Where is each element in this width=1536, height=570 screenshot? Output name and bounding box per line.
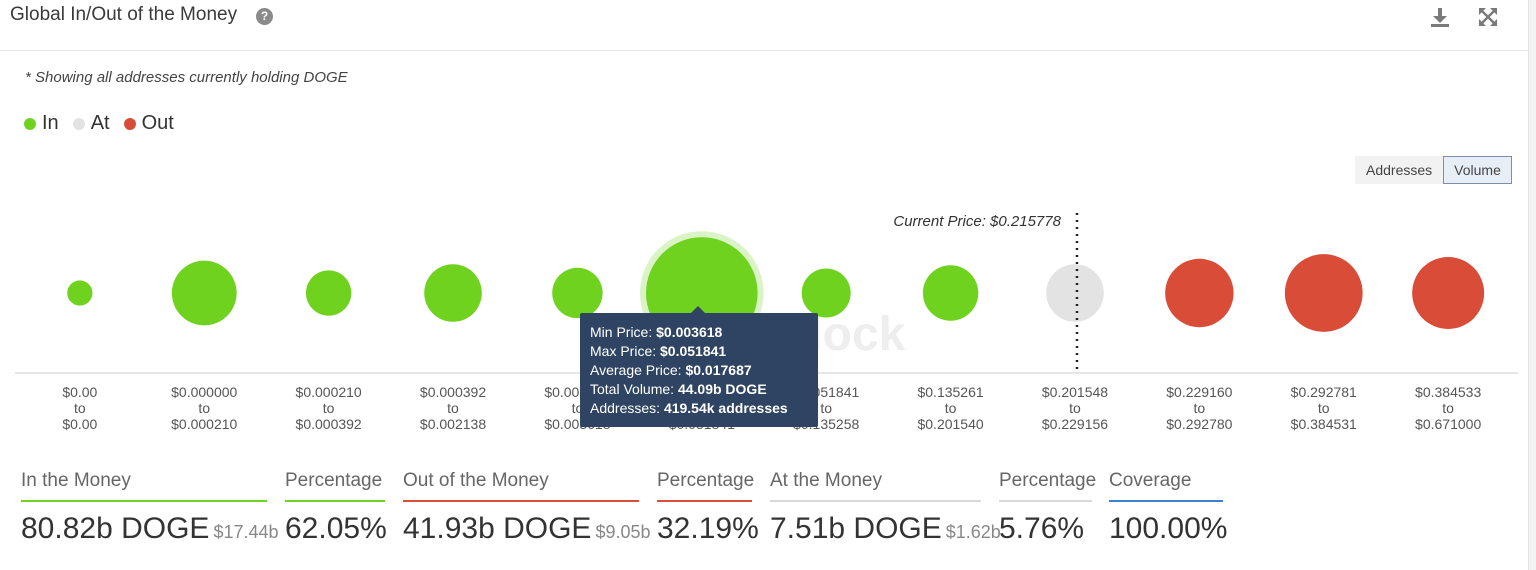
tick-label-2-0: $0.000210 — [296, 384, 362, 400]
tick-label-11-0: $0.384533 — [1415, 384, 1481, 400]
stat-label: Percentage — [999, 470, 1097, 491]
legend-item-in[interactable]: In — [24, 112, 59, 135]
tick-label-0-0: $0.00 — [62, 384, 97, 400]
bubble-1[interactable] — [171, 260, 237, 326]
bucket-tooltip: Min Price: $0.003618 Max Price: $0.05184… — [580, 313, 818, 427]
stat-rule — [1109, 500, 1223, 502]
stat-rule — [999, 500, 1092, 502]
summary-stats: In the Money 80.82b DOGE $17.44b Percenta… — [0, 470, 1528, 570]
tick-label-10-2: $0.384531 — [1291, 416, 1357, 432]
tick-label-2-2: $0.000392 — [296, 416, 362, 432]
legend-item-out[interactable]: Out — [123, 112, 174, 135]
stat-label: Coverage — [1109, 470, 1192, 491]
tick-label-8-0: $0.201548 — [1042, 384, 1108, 400]
bubble-2[interactable] — [305, 270, 352, 316]
stat-in-percentage: Percentage 62.05% — [285, 470, 387, 546]
tooltip-row-min: Min Price: $0.003618 — [590, 324, 723, 340]
tick-label-11-2: $0.671000 — [1415, 416, 1481, 432]
tick-label-0-1: to — [74, 400, 86, 416]
expand-icon[interactable] — [1476, 5, 1500, 29]
tick-label-8-1: to — [1069, 400, 1081, 416]
bubble-10[interactable] — [1284, 254, 1363, 332]
stat-label: At the Money — [770, 470, 882, 491]
stat-in-the-money: In the Money 80.82b DOGE $17.44b — [21, 470, 279, 546]
chart-title: Global In/Out of the Money — [10, 4, 238, 25]
tick-label-7-2: $0.201540 — [917, 416, 983, 432]
stat-rule — [770, 500, 981, 502]
stat-rule — [657, 500, 752, 502]
legend-dot-out — [123, 117, 136, 130]
tick-label-3-1: to — [447, 400, 459, 416]
addresses-button[interactable]: Addresses — [1355, 156, 1444, 184]
tick-label-9-1: to — [1194, 400, 1206, 416]
stat-out-percentage: Percentage 32.19% — [657, 470, 759, 546]
tick-label-6-1: to — [820, 400, 832, 416]
tick-label-1-2: $0.000210 — [171, 416, 237, 432]
stat-value: 41.93b DOGE $9.05b — [403, 512, 651, 545]
tick-label-7-1: to — [945, 400, 957, 416]
tick-label-10-1: to — [1318, 400, 1330, 416]
tooltip-row-addresses: Addresses: 419.54k addresses — [590, 400, 788, 416]
stat-at-percentage: Percentage 5.76% — [999, 470, 1097, 546]
legend-label-at: At — [90, 112, 110, 134]
legend-label-out: Out — [141, 112, 174, 134]
stat-value: 7.51b DOGE $1.62b — [770, 512, 1001, 545]
download-icon[interactable] — [1428, 5, 1452, 29]
bubble-8[interactable] — [1046, 264, 1104, 322]
holders-note: * Showing all addresses currently holdin… — [25, 69, 348, 86]
tick-label-3-0: $0.000392 — [420, 384, 486, 400]
tooltip-row-volume: Total Volume: 44.09b DOGE — [590, 381, 767, 397]
bubble-11[interactable] — [1412, 257, 1485, 329]
legend-dot-at — [72, 117, 85, 130]
stat-label: Percentage — [285, 470, 383, 491]
stat-label: Percentage — [657, 470, 755, 491]
volume-button[interactable]: Volume — [1443, 156, 1512, 184]
bubble-3[interactable] — [424, 264, 482, 322]
stat-label: In the Money — [21, 470, 131, 491]
stat-value: 80.82b DOGE $17.44b — [21, 512, 279, 545]
scrollbar-track[interactable] — [1528, 0, 1536, 570]
metric-toggle: Addresses Volume — [1355, 156, 1512, 184]
stat-value: 5.76% — [999, 512, 1085, 545]
stat-rule — [285, 500, 385, 502]
bubble-9[interactable] — [1165, 258, 1234, 328]
tick-label-1-1: to — [198, 400, 210, 416]
legend-label-in: In — [42, 112, 59, 134]
help-icon[interactable]: ? — [256, 8, 273, 25]
stat-rule — [403, 500, 639, 502]
bubble-7[interactable] — [922, 265, 979, 321]
bubble-6[interactable] — [801, 268, 851, 318]
stat-label: Out of the Money — [403, 470, 549, 491]
tick-label-11-1: to — [1442, 400, 1454, 416]
tooltip-row-max: Max Price: $0.051841 — [590, 343, 727, 359]
stat-coverage: Coverage 100.00% — [1109, 470, 1228, 546]
stat-value: 62.05% — [285, 512, 387, 545]
tick-label-9-0: $0.229160 — [1166, 384, 1232, 400]
tick-label-10-0: $0.292781 — [1291, 384, 1357, 400]
tick-label-1-0: $0.000000 — [171, 384, 237, 400]
stat-out-of-the-money: Out of the Money 41.93b DOGE $9.05b — [403, 470, 651, 546]
tick-label-2-1: to — [323, 400, 335, 416]
tick-label-0-2: $0.00 — [62, 416, 97, 432]
chart-header: Global In/Out of the Money ? — [0, 0, 1528, 51]
stat-rule — [21, 500, 267, 502]
stat-at-the-money: At the Money 7.51b DOGE $1.62b — [770, 470, 1001, 546]
bubble-4[interactable] — [552, 267, 603, 319]
legend-dot-in — [24, 117, 36, 130]
tick-label-9-2: $0.292780 — [1166, 416, 1232, 432]
tick-label-3-2: $0.002138 — [420, 416, 486, 432]
tick-label-7-0: $0.135261 — [917, 384, 983, 400]
bubble-0[interactable] — [67, 280, 93, 306]
stat-value: 32.19% — [657, 512, 759, 545]
stat-value: 100.00% — [1109, 512, 1228, 545]
tick-label-4-1: to — [572, 400, 584, 416]
current-price-label: Current Price: $0.215778 — [893, 213, 1061, 230]
tooltip-row-avg: Average Price: $0.017687 — [590, 362, 752, 378]
legend-item-at[interactable]: At — [72, 112, 110, 135]
tooltip-arrow — [690, 306, 706, 314]
legend: In At Out — [24, 112, 174, 135]
tick-label-8-2: $0.229156 — [1042, 416, 1108, 432]
